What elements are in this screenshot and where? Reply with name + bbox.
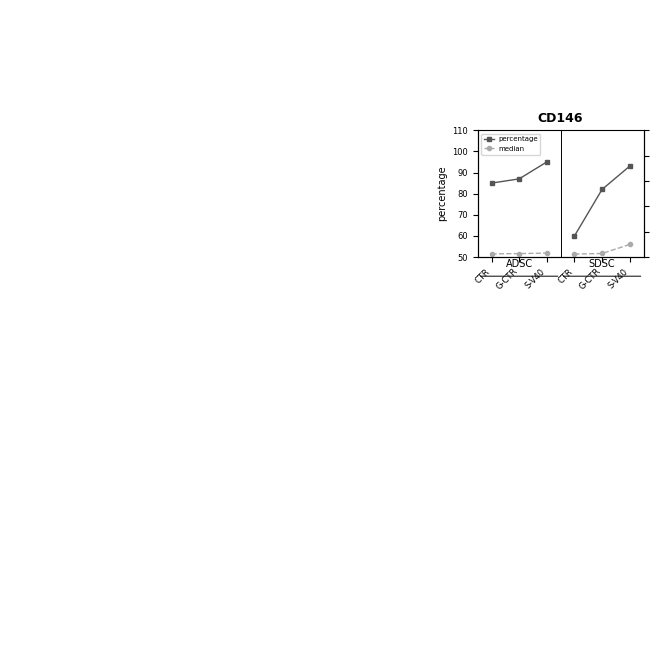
Legend: percentage, median: percentage, median <box>481 133 540 155</box>
Text: ADSC: ADSC <box>506 259 533 270</box>
Y-axis label: percentage: percentage <box>437 166 447 221</box>
Title: CD146: CD146 <box>538 112 584 125</box>
Text: SDSC: SDSC <box>589 259 616 270</box>
